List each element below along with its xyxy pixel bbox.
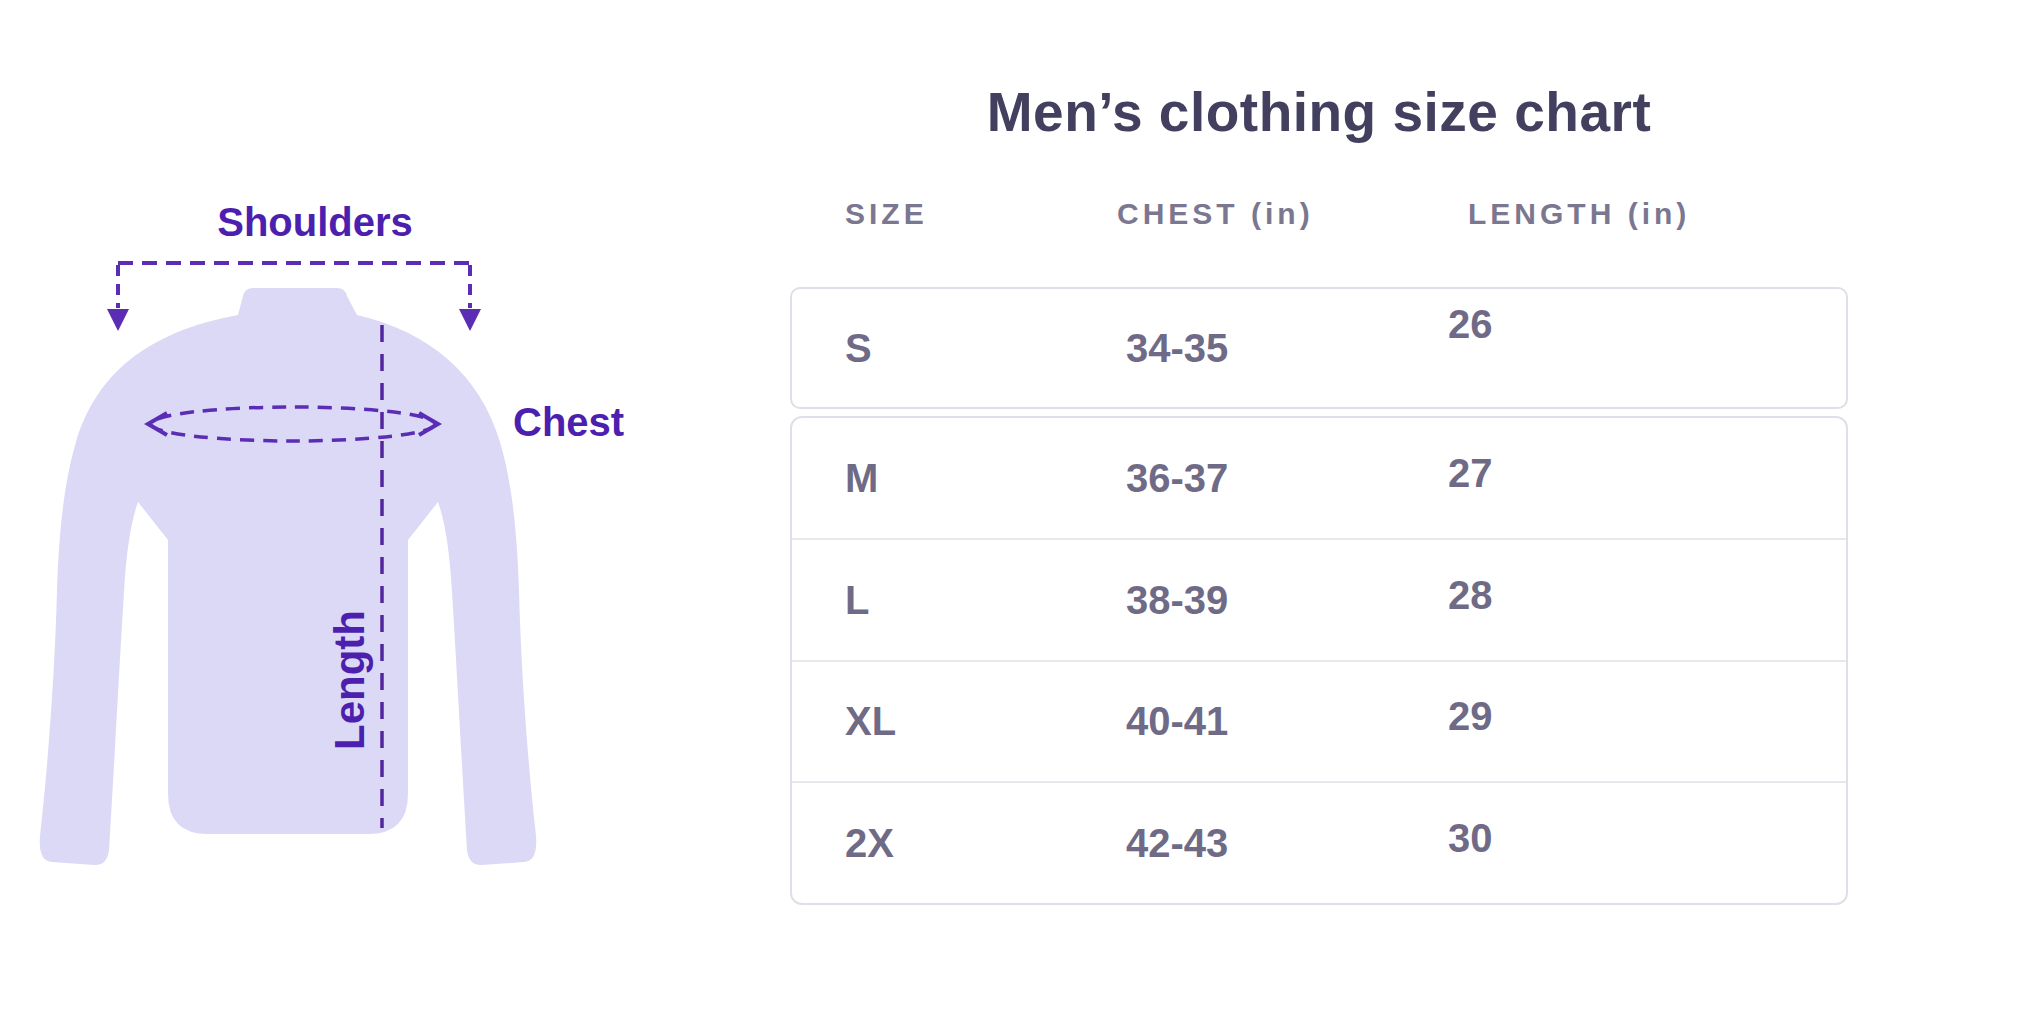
length-label: Length	[327, 600, 373, 760]
table-row: 2X 42-43 30	[792, 781, 1846, 903]
chest-cell: 38-39	[1126, 577, 1228, 622]
chest-cell: 42-43	[1126, 821, 1228, 866]
size-cell: M	[845, 455, 878, 500]
size-cell: 2X	[845, 821, 894, 866]
arrow-down-icon	[107, 309, 129, 331]
column-header-size: SIZE	[845, 197, 928, 231]
chest-label: Chest	[513, 399, 624, 445]
size-chart-infographic: Shoulders Chest Length Men’s clothing si…	[0, 0, 2032, 1020]
chest-cell: 36-37	[1126, 455, 1228, 500]
shoulders-label: Shoulders	[165, 199, 465, 245]
size-table-card-s: S 34-35 26	[790, 287, 1848, 409]
column-header-length: LENGTH (in)	[1468, 197, 1690, 231]
size-cell: L	[845, 577, 869, 622]
length-cell: 28	[1448, 572, 1493, 617]
page-title: Men’s clothing size chart	[790, 80, 1848, 144]
size-cell: S	[845, 326, 872, 371]
table-row: L 38-39 28	[792, 538, 1846, 660]
arrow-down-icon	[459, 309, 481, 331]
length-cell: 27	[1448, 450, 1493, 495]
chest-cell: 34-35	[1126, 326, 1228, 371]
length-cell: 29	[1448, 694, 1493, 739]
shirt-silhouette	[40, 288, 537, 865]
column-header-chest: CHEST (in)	[1117, 197, 1314, 231]
table-row: XL 40-41 29	[792, 660, 1846, 782]
size-cell: XL	[845, 699, 896, 744]
table-row: M 36-37 27	[792, 418, 1846, 538]
chest-cell: 40-41	[1126, 699, 1228, 744]
length-cell: 30	[1448, 816, 1493, 861]
length-cell: 26	[1448, 302, 1493, 347]
table-row: S 34-35 26	[792, 289, 1846, 407]
size-table-card-rest: M 36-37 27 L 38-39 28 XL 40-41 29 2X 42-…	[790, 416, 1848, 905]
